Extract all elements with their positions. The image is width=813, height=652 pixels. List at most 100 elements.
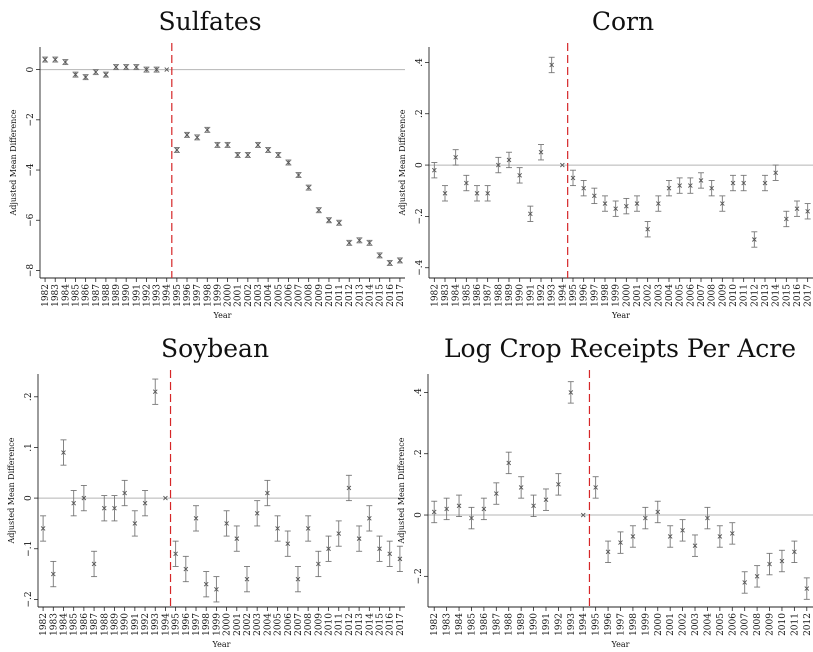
- y-tick-label: 0: [415, 162, 425, 168]
- x-tick-label: 1982: [39, 613, 49, 636]
- data-point-marker: [456, 503, 462, 509]
- data-point-marker: [214, 586, 219, 592]
- y-tick-label: −.1: [24, 541, 34, 557]
- data-point-marker: [698, 178, 704, 183]
- x-tick-label: 1984: [59, 613, 69, 636]
- x-tick-label: 2005: [274, 284, 284, 307]
- data-point-marker: [804, 586, 810, 591]
- x-tick-label: 2011: [335, 284, 345, 307]
- data-point-marker: [235, 152, 241, 158]
- x-tick-label: 2005: [716, 613, 726, 636]
- x-tick-label: 2003: [254, 284, 264, 307]
- y-tick-label: −8: [26, 264, 36, 278]
- x-tick-label: 1999: [612, 284, 622, 307]
- y-tick-label: .4: [415, 58, 425, 67]
- x-tick-label: 2013: [761, 284, 771, 307]
- x-tick-label: 2003: [253, 613, 263, 636]
- data-point-marker: [773, 170, 778, 176]
- data-point-marker: [296, 172, 301, 178]
- data-point-marker: [528, 211, 533, 217]
- x-axis-label: Year: [213, 311, 232, 320]
- x-tick-label: 2000: [224, 284, 234, 307]
- x-tick-label: 2000: [654, 613, 664, 636]
- data-point-marker: [709, 185, 714, 191]
- y-tick-label: 0: [414, 512, 424, 518]
- x-tick-label: 1993: [151, 613, 161, 636]
- data-point-marker: [173, 551, 178, 557]
- x-tick-label: 1995: [569, 284, 579, 307]
- x-tick-label: 1983: [443, 613, 453, 636]
- x-tick-label: 1995: [592, 613, 602, 636]
- y-tick-label: .2: [415, 109, 425, 118]
- data-point-marker: [357, 238, 362, 243]
- x-tick-label: 1984: [455, 613, 465, 636]
- x-tick-label: 1986: [480, 613, 490, 636]
- data-point-marker: [336, 531, 342, 536]
- data-point-marker: [184, 132, 190, 138]
- y-tick-label: −6: [26, 213, 36, 227]
- data-point-marker: [183, 566, 189, 572]
- x-tick-label: 1985: [462, 284, 472, 307]
- x-tick-label: 2012: [750, 284, 760, 307]
- y-tick-label: .1: [24, 443, 34, 452]
- x-tick-label: 1986: [473, 284, 483, 307]
- x-tick-label: 1991: [542, 613, 552, 636]
- x-tick-label: 1993: [567, 613, 577, 636]
- x-tick-label: 1991: [132, 284, 142, 307]
- x-tick-label: 1998: [601, 284, 611, 307]
- x-tick-label: 2008: [304, 613, 314, 636]
- data-point-marker: [742, 580, 748, 585]
- data-point-marker: [570, 175, 576, 181]
- y-tick-label: 0: [24, 495, 34, 501]
- x-tick-label: 1989: [505, 284, 515, 307]
- data-point-marker: [306, 185, 311, 190]
- x-tick-label: 2010: [325, 613, 335, 636]
- data-point-marker: [432, 167, 437, 173]
- data-point-marker: [295, 576, 301, 582]
- x-tick-label: 1987: [492, 613, 502, 636]
- x-tick-label: 1988: [505, 613, 515, 636]
- data-point-marker: [224, 521, 229, 526]
- x-tick-label: 1984: [452, 284, 462, 307]
- x-tick-label: 1997: [193, 284, 203, 307]
- data-point-marker: [245, 152, 251, 158]
- data-point-marker: [485, 190, 490, 196]
- data-point-marker: [123, 64, 129, 70]
- data-point-marker: [152, 389, 158, 395]
- data-point-marker: [244, 576, 250, 582]
- data-point-marker: [50, 571, 56, 577]
- data-point-marker: [91, 561, 97, 567]
- data-point-marker: [531, 503, 536, 509]
- data-point-marker: [779, 558, 785, 564]
- x-tick-label: 2008: [305, 284, 315, 307]
- x-tick-label: 1999: [213, 284, 223, 307]
- x-tick-label: 1993: [548, 284, 558, 307]
- x-tick-label: 1992: [554, 613, 564, 636]
- data-point-marker: [688, 183, 693, 188]
- data-point-marker: [286, 160, 291, 165]
- x-tick-label: 2012: [803, 613, 813, 636]
- data-point-marker: [255, 142, 261, 148]
- data-point-marker: [444, 506, 449, 512]
- data-point-marker: [496, 162, 501, 168]
- x-tick-label: 2011: [790, 613, 800, 636]
- x-tick-label: 1988: [102, 284, 112, 307]
- data-point-marker: [605, 549, 611, 555]
- data-point-marker: [729, 531, 735, 536]
- data-point-marker: [225, 142, 230, 148]
- y-tick-label: 0: [26, 66, 36, 72]
- x-tick-label: 2010: [729, 284, 739, 307]
- x-tick-label: 2011: [740, 284, 750, 307]
- data-point-marker: [538, 149, 544, 155]
- x-tick-label: 1999: [641, 613, 651, 636]
- data-point-marker: [326, 217, 332, 223]
- data-point-marker: [203, 581, 209, 587]
- data-point-marker: [204, 127, 210, 133]
- data-point-marker: [767, 561, 772, 567]
- data-point-marker: [154, 67, 159, 72]
- data-point-marker: [618, 540, 623, 545]
- x-tick-label: 1991: [131, 613, 141, 636]
- x-tick-label: 1989: [112, 284, 122, 307]
